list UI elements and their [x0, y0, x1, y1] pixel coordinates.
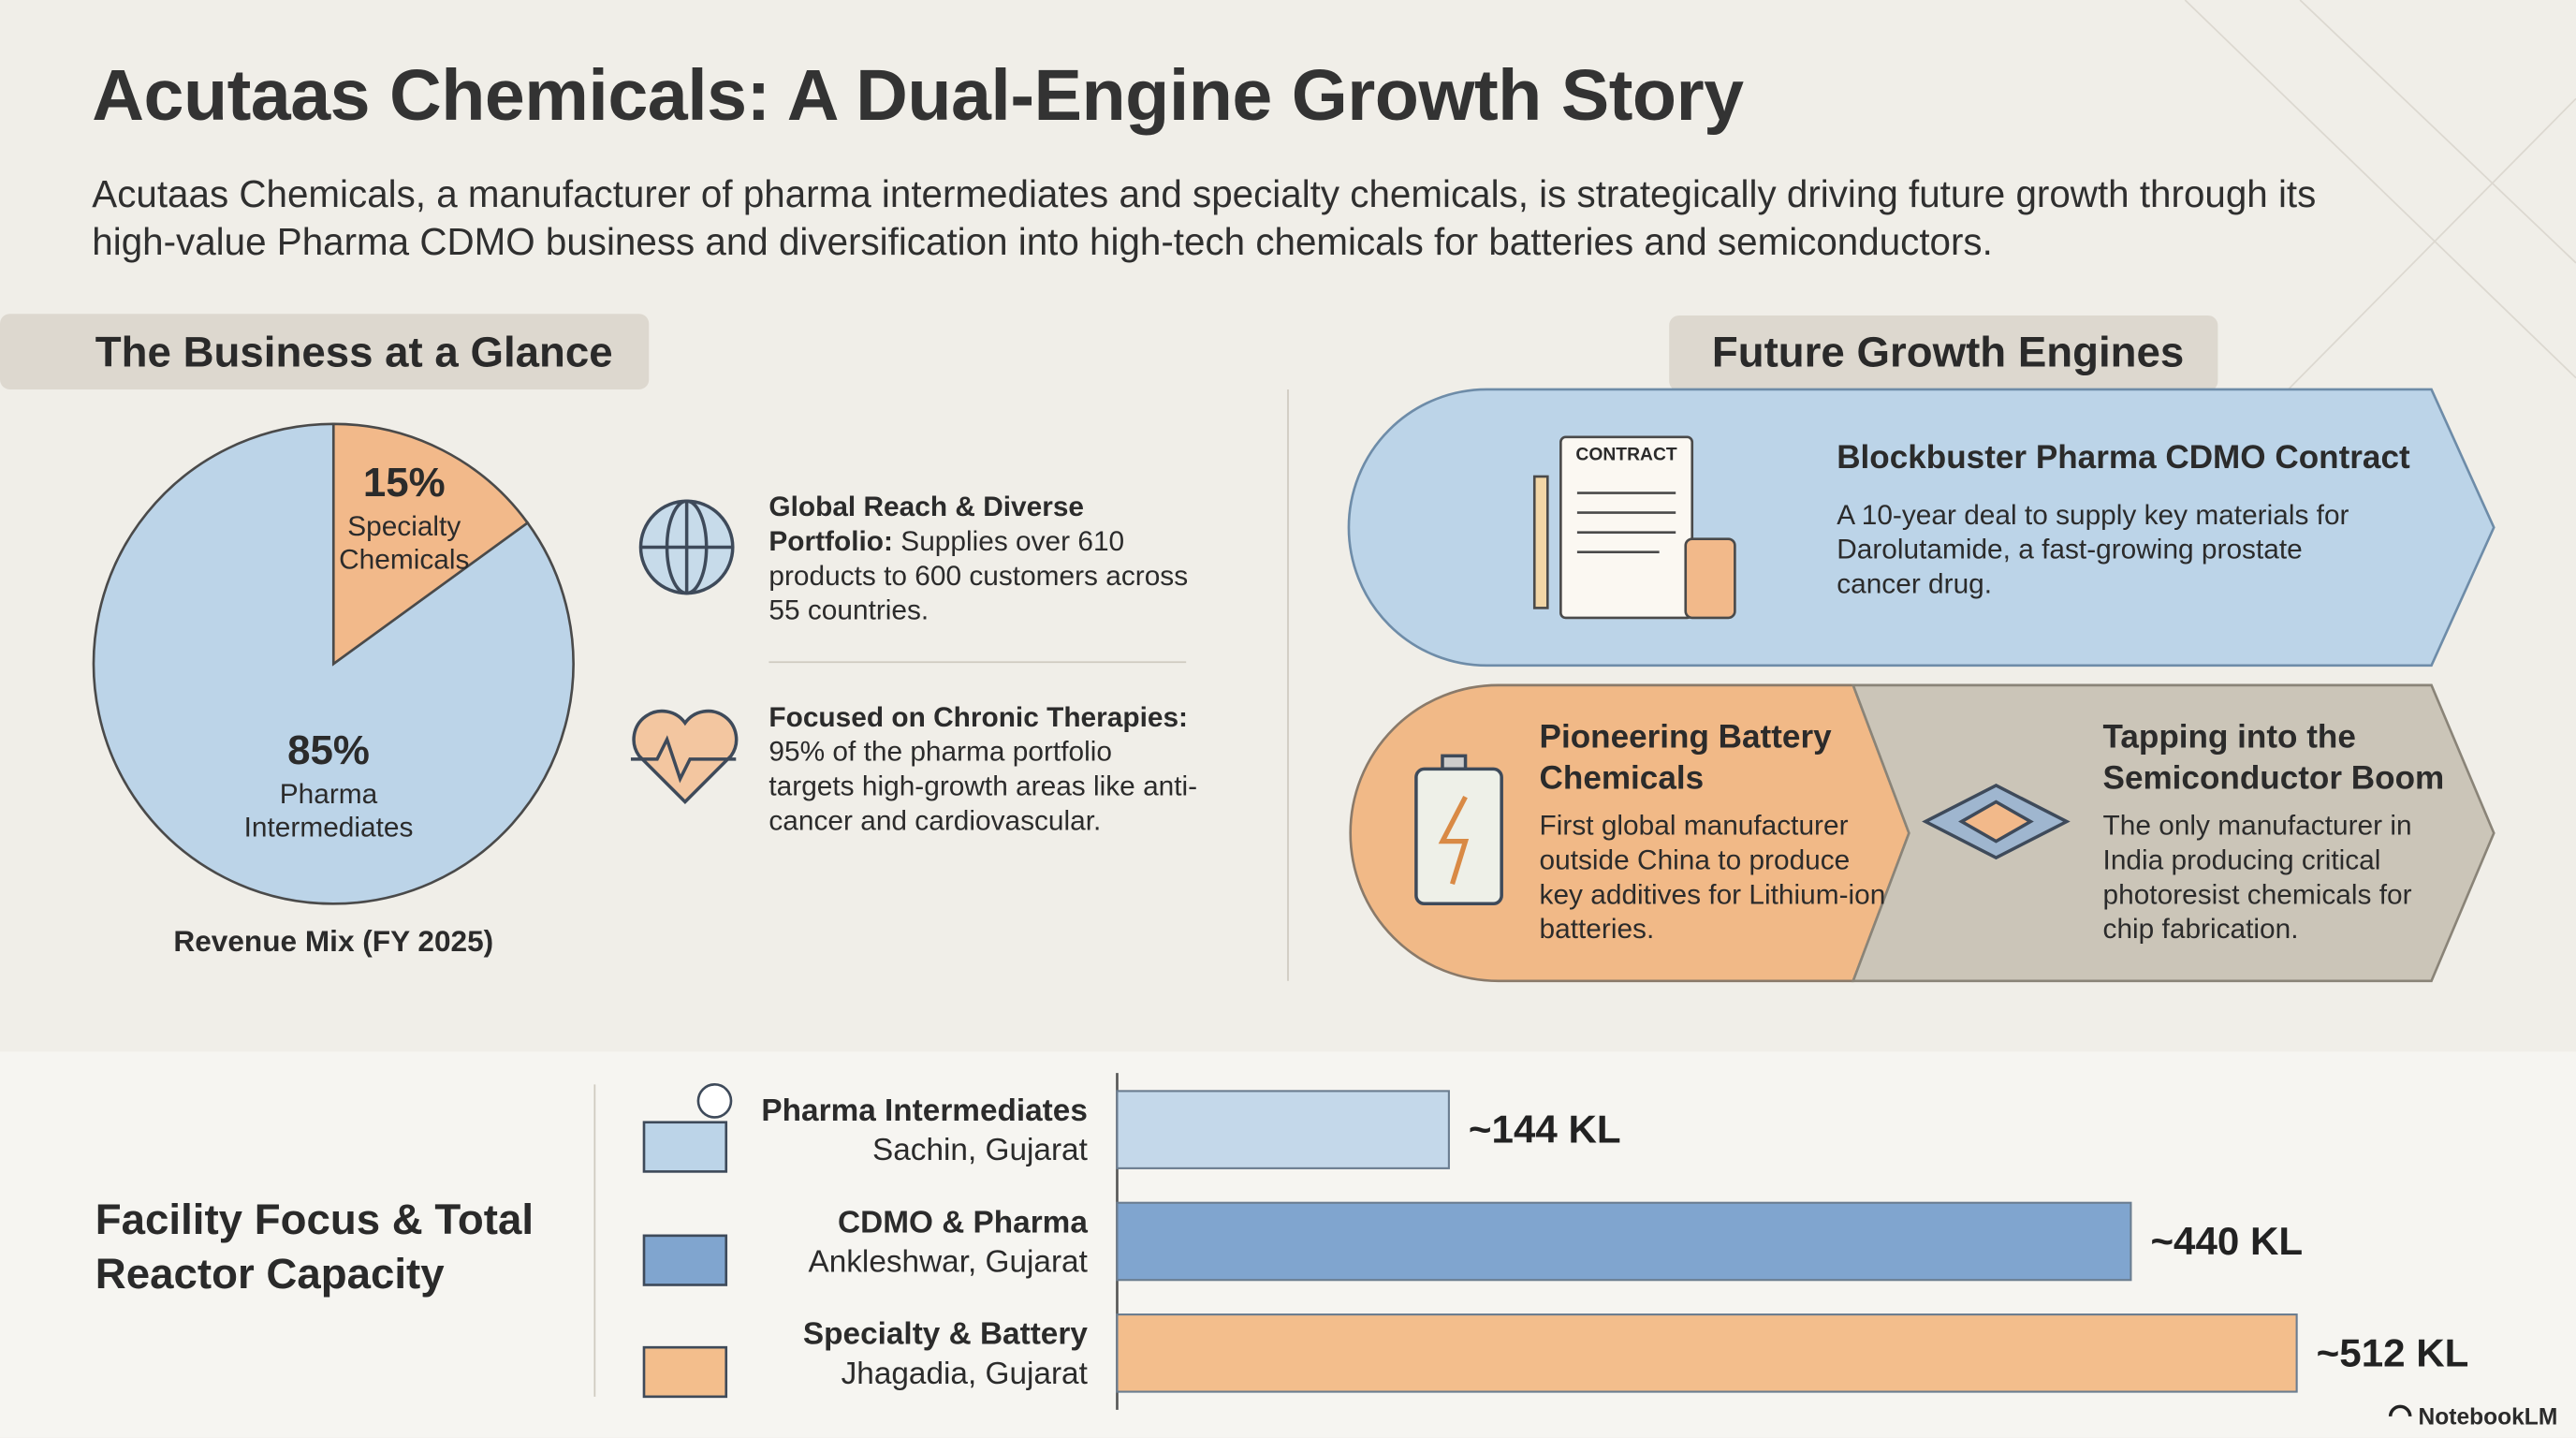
- brand: NotebookLM: [2418, 1402, 2558, 1430]
- globe-icon: [638, 499, 735, 595]
- icon-label: CONTRACT: [1575, 445, 1677, 465]
- category-name: Specialty & Battery: [802, 1317, 1088, 1353]
- engine-heading: Pioneering Battery Chemicals: [1539, 719, 1832, 798]
- engine-heading: Blockbuster Pharma CDMO Contract: [1837, 440, 2410, 477]
- pie-slice: [331, 422, 530, 667]
- glance-item: Focused on Chronic Therapies: 95% of the…: [768, 700, 1199, 838]
- item-body: 95% of the pharma portfolio targets high…: [768, 736, 1198, 837]
- decor-lines: [2184, 0, 2576, 412]
- bar-category: Specialty & Battery Jhagadia, Gujarat: [803, 1316, 1088, 1395]
- engine-shape: [1349, 683, 1910, 983]
- category-location: Jhagadia, Gujarat: [841, 1357, 1088, 1392]
- item-body: Supplies over 610 products to 600 custom…: [768, 525, 1189, 626]
- section-title: The Business at a Glance: [95, 327, 613, 376]
- title: Acutaas Chemicals: A Dual-Engine Growth …: [92, 55, 1744, 137]
- category-location: Sachin, Gujarat: [872, 1134, 1088, 1168]
- item-heading: Global Reach & Diverse Portfolio:: [768, 491, 1085, 557]
- tab-bg: [1669, 315, 2218, 391]
- heart-icon: [630, 709, 739, 804]
- subtitle: Acutaas Chemicals, a manufacturer of pha…: [92, 172, 2317, 263]
- bar-value-label: ~440 KL: [2150, 1219, 2303, 1263]
- pie-chart: [92, 422, 575, 905]
- chip-icon: [1922, 783, 2071, 860]
- bar: [1116, 1201, 2132, 1282]
- section-title: Future Growth Engines: [1711, 327, 2185, 376]
- bar-category: Pharma Intermediates Sachin, Gujarat: [761, 1093, 1087, 1171]
- tab-bg: [0, 314, 650, 389]
- chart-title: Facility Focus & Total Reactor Capacity: [95, 1194, 534, 1299]
- pie-category-label: Pharma Intermediates: [243, 778, 414, 844]
- category-name: CDMO & Pharma: [838, 1206, 1088, 1241]
- item-heading: Focused on Chronic Therapies:: [768, 701, 1189, 733]
- bar-value-label: ~512 KL: [2317, 1330, 2469, 1374]
- engine-body: A 10-year deal to supply key materials f…: [1837, 499, 2349, 600]
- engine-shape: [1851, 683, 2496, 983]
- bar: [1116, 1090, 1450, 1169]
- chart-title: Revenue Mix (FY 2025): [173, 925, 494, 959]
- bar: [1116, 1313, 2298, 1393]
- contract-icon: [1532, 435, 1736, 620]
- pie-slice: [92, 422, 575, 905]
- engine-heading: Tapping into the Semiconductor Boom: [2102, 719, 2445, 798]
- battery-icon: [1414, 754, 1503, 906]
- pie-category-label: Specialty Chemicals: [339, 510, 470, 576]
- pie-value-label: 15%: [362, 460, 446, 506]
- decor: [2184, 0, 2576, 412]
- glance-item: Global Reach & Diverse Portfolio: Suppli…: [768, 490, 1199, 627]
- engine-body: First global manufacturer outside China …: [1539, 810, 1886, 946]
- category-name: Pharma Intermediates: [761, 1093, 1088, 1129]
- brand-icon: [2388, 1404, 2412, 1417]
- factory-icons: [642, 1083, 733, 1399]
- engine-body: The only manufacturer in India producing…: [2102, 810, 2412, 946]
- pie-value-label: 85%: [287, 727, 370, 774]
- bar-category: CDMO & Pharma Ankleshwar, Gujarat: [808, 1204, 1087, 1283]
- category-location: Ankleshwar, Gujarat: [808, 1245, 1088, 1281]
- bar-value-label: ~144 KL: [1469, 1108, 1621, 1152]
